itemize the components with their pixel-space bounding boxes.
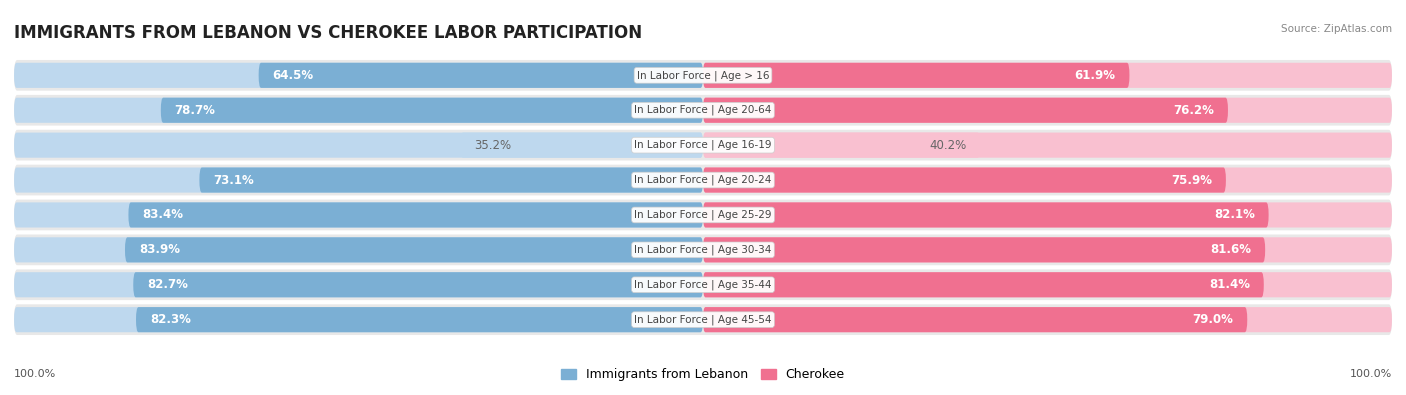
- Text: In Labor Force | Age 20-24: In Labor Force | Age 20-24: [634, 175, 772, 185]
- Text: In Labor Force | Age 16-19: In Labor Force | Age 16-19: [634, 140, 772, 150]
- FancyBboxPatch shape: [14, 98, 703, 123]
- FancyBboxPatch shape: [125, 237, 703, 262]
- FancyBboxPatch shape: [160, 98, 703, 123]
- FancyBboxPatch shape: [703, 133, 980, 158]
- FancyBboxPatch shape: [703, 272, 1392, 297]
- FancyBboxPatch shape: [703, 98, 1392, 123]
- FancyBboxPatch shape: [14, 199, 1392, 230]
- FancyBboxPatch shape: [703, 167, 1226, 193]
- Text: In Labor Force | Age 25-29: In Labor Force | Age 25-29: [634, 210, 772, 220]
- Text: 100.0%: 100.0%: [1350, 369, 1392, 379]
- Text: 64.5%: 64.5%: [273, 69, 314, 82]
- FancyBboxPatch shape: [14, 165, 1392, 196]
- FancyBboxPatch shape: [703, 167, 1392, 193]
- Text: IMMIGRANTS FROM LEBANON VS CHEROKEE LABOR PARTICIPATION: IMMIGRANTS FROM LEBANON VS CHEROKEE LABO…: [14, 24, 643, 42]
- FancyBboxPatch shape: [14, 235, 1392, 265]
- Text: 61.9%: 61.9%: [1074, 69, 1116, 82]
- FancyBboxPatch shape: [14, 95, 1392, 126]
- FancyBboxPatch shape: [703, 98, 1227, 123]
- Text: 82.3%: 82.3%: [150, 313, 191, 326]
- Legend: Immigrants from Lebanon, Cherokee: Immigrants from Lebanon, Cherokee: [557, 363, 849, 386]
- Text: 81.4%: 81.4%: [1209, 278, 1250, 291]
- FancyBboxPatch shape: [703, 237, 1265, 262]
- FancyBboxPatch shape: [14, 60, 1392, 91]
- FancyBboxPatch shape: [703, 202, 1268, 228]
- FancyBboxPatch shape: [703, 63, 1392, 88]
- Text: 82.1%: 82.1%: [1213, 209, 1254, 222]
- FancyBboxPatch shape: [703, 307, 1392, 332]
- FancyBboxPatch shape: [200, 167, 703, 193]
- FancyBboxPatch shape: [134, 272, 703, 297]
- Text: 100.0%: 100.0%: [14, 369, 56, 379]
- FancyBboxPatch shape: [14, 307, 703, 332]
- Text: 76.2%: 76.2%: [1174, 104, 1215, 117]
- FancyBboxPatch shape: [128, 202, 703, 228]
- FancyBboxPatch shape: [14, 167, 703, 193]
- Text: In Labor Force | Age 35-44: In Labor Force | Age 35-44: [634, 280, 772, 290]
- FancyBboxPatch shape: [703, 272, 1264, 297]
- FancyBboxPatch shape: [703, 133, 1392, 158]
- FancyBboxPatch shape: [14, 130, 1392, 160]
- Text: Source: ZipAtlas.com: Source: ZipAtlas.com: [1281, 24, 1392, 34]
- FancyBboxPatch shape: [703, 202, 1392, 228]
- Text: 81.6%: 81.6%: [1211, 243, 1251, 256]
- Text: 82.7%: 82.7%: [148, 278, 188, 291]
- Text: 78.7%: 78.7%: [174, 104, 215, 117]
- FancyBboxPatch shape: [703, 63, 1129, 88]
- Text: 40.2%: 40.2%: [929, 139, 966, 152]
- FancyBboxPatch shape: [703, 307, 1247, 332]
- FancyBboxPatch shape: [461, 133, 703, 158]
- FancyBboxPatch shape: [14, 304, 1392, 335]
- Text: In Labor Force | Age 30-34: In Labor Force | Age 30-34: [634, 245, 772, 255]
- Text: 79.0%: 79.0%: [1192, 313, 1233, 326]
- Text: In Labor Force | Age > 16: In Labor Force | Age > 16: [637, 70, 769, 81]
- Text: In Labor Force | Age 20-64: In Labor Force | Age 20-64: [634, 105, 772, 115]
- FancyBboxPatch shape: [14, 272, 703, 297]
- Text: In Labor Force | Age 45-54: In Labor Force | Age 45-54: [634, 314, 772, 325]
- Text: 83.9%: 83.9%: [139, 243, 180, 256]
- FancyBboxPatch shape: [14, 202, 703, 228]
- FancyBboxPatch shape: [14, 63, 703, 88]
- Text: 75.9%: 75.9%: [1171, 173, 1212, 186]
- FancyBboxPatch shape: [259, 63, 703, 88]
- Text: 35.2%: 35.2%: [474, 139, 512, 152]
- FancyBboxPatch shape: [703, 237, 1392, 262]
- FancyBboxPatch shape: [14, 133, 703, 158]
- Text: 83.4%: 83.4%: [142, 209, 183, 222]
- FancyBboxPatch shape: [14, 269, 1392, 300]
- Text: 73.1%: 73.1%: [214, 173, 254, 186]
- FancyBboxPatch shape: [14, 237, 703, 262]
- FancyBboxPatch shape: [136, 307, 703, 332]
